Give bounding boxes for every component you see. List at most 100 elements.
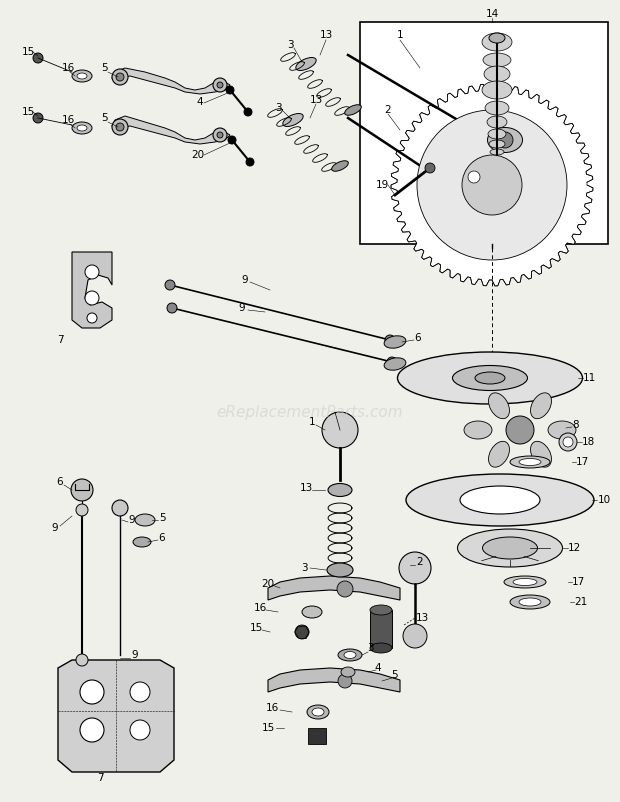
- Ellipse shape: [485, 101, 509, 115]
- Circle shape: [497, 132, 513, 148]
- Ellipse shape: [307, 705, 329, 719]
- Text: 15: 15: [21, 47, 35, 57]
- Ellipse shape: [344, 651, 356, 658]
- Text: 16: 16: [254, 603, 267, 613]
- Ellipse shape: [489, 393, 510, 419]
- Circle shape: [33, 53, 43, 63]
- Text: 13: 13: [319, 30, 332, 40]
- Circle shape: [213, 128, 227, 142]
- Circle shape: [112, 69, 128, 85]
- Circle shape: [130, 682, 150, 702]
- Ellipse shape: [482, 537, 538, 559]
- Circle shape: [116, 123, 124, 131]
- Circle shape: [167, 303, 177, 313]
- Ellipse shape: [312, 708, 324, 716]
- Text: 2: 2: [384, 105, 391, 115]
- Circle shape: [76, 654, 88, 666]
- Text: 11: 11: [583, 373, 596, 383]
- Text: 20: 20: [192, 150, 205, 160]
- Circle shape: [112, 500, 128, 516]
- Text: 15: 15: [249, 623, 263, 633]
- Ellipse shape: [296, 58, 316, 71]
- Ellipse shape: [135, 514, 155, 526]
- Text: 13: 13: [309, 95, 322, 105]
- Circle shape: [116, 73, 124, 81]
- Ellipse shape: [72, 70, 92, 82]
- Polygon shape: [268, 576, 400, 600]
- Ellipse shape: [489, 441, 510, 468]
- Ellipse shape: [510, 456, 550, 468]
- Text: eReplacementParts.com: eReplacementParts.com: [216, 404, 404, 419]
- Text: 1: 1: [397, 30, 404, 40]
- Bar: [360, 22, 608, 244]
- Ellipse shape: [548, 421, 576, 439]
- Circle shape: [76, 504, 88, 516]
- Text: 20: 20: [262, 579, 275, 589]
- Polygon shape: [112, 116, 230, 144]
- Ellipse shape: [72, 122, 92, 134]
- Circle shape: [165, 280, 175, 290]
- Text: 6: 6: [56, 477, 63, 487]
- Ellipse shape: [302, 606, 322, 618]
- Text: 7: 7: [56, 335, 63, 345]
- Text: 3: 3: [275, 103, 281, 113]
- Polygon shape: [391, 84, 593, 286]
- Ellipse shape: [384, 358, 406, 371]
- Circle shape: [246, 158, 254, 166]
- Polygon shape: [268, 668, 400, 692]
- Text: 5: 5: [102, 113, 108, 123]
- Circle shape: [425, 163, 435, 173]
- Text: 5: 5: [392, 670, 398, 680]
- Circle shape: [130, 720, 150, 740]
- Ellipse shape: [482, 33, 512, 51]
- Ellipse shape: [475, 372, 505, 384]
- Ellipse shape: [453, 366, 528, 391]
- Circle shape: [112, 119, 128, 135]
- Circle shape: [506, 416, 534, 444]
- Circle shape: [217, 132, 223, 138]
- Circle shape: [228, 136, 236, 144]
- Text: 9: 9: [131, 650, 138, 660]
- Text: 9: 9: [239, 303, 246, 313]
- Bar: [308, 728, 326, 744]
- Circle shape: [80, 718, 104, 742]
- Text: 19: 19: [375, 180, 389, 190]
- Text: 8: 8: [572, 420, 578, 430]
- Ellipse shape: [531, 441, 551, 468]
- Ellipse shape: [510, 595, 550, 609]
- Text: 6: 6: [159, 533, 166, 543]
- Text: 17: 17: [572, 577, 585, 587]
- Circle shape: [338, 674, 352, 688]
- Circle shape: [87, 313, 97, 323]
- Text: 4: 4: [374, 663, 381, 673]
- Ellipse shape: [487, 128, 523, 152]
- Circle shape: [399, 552, 431, 584]
- Ellipse shape: [338, 649, 362, 661]
- Ellipse shape: [327, 563, 353, 577]
- Text: 9: 9: [242, 275, 249, 285]
- Circle shape: [559, 433, 577, 451]
- Ellipse shape: [397, 352, 583, 404]
- Circle shape: [244, 108, 252, 116]
- Text: 5: 5: [102, 63, 108, 73]
- Text: 18: 18: [582, 437, 595, 447]
- Text: 6: 6: [415, 333, 422, 343]
- Circle shape: [387, 357, 397, 367]
- Ellipse shape: [446, 180, 474, 203]
- Text: 3: 3: [286, 40, 293, 50]
- Ellipse shape: [489, 33, 505, 43]
- Text: 4: 4: [197, 97, 203, 107]
- Ellipse shape: [283, 114, 303, 127]
- Text: 21: 21: [574, 597, 587, 607]
- Ellipse shape: [370, 605, 392, 615]
- Circle shape: [462, 155, 522, 215]
- Ellipse shape: [519, 598, 541, 606]
- Polygon shape: [58, 660, 174, 772]
- Text: 16: 16: [265, 703, 278, 713]
- Ellipse shape: [77, 73, 87, 79]
- Text: 9: 9: [51, 523, 58, 533]
- Text: 16: 16: [61, 63, 74, 73]
- Circle shape: [71, 479, 93, 501]
- Circle shape: [468, 171, 480, 183]
- Text: 14: 14: [485, 9, 498, 19]
